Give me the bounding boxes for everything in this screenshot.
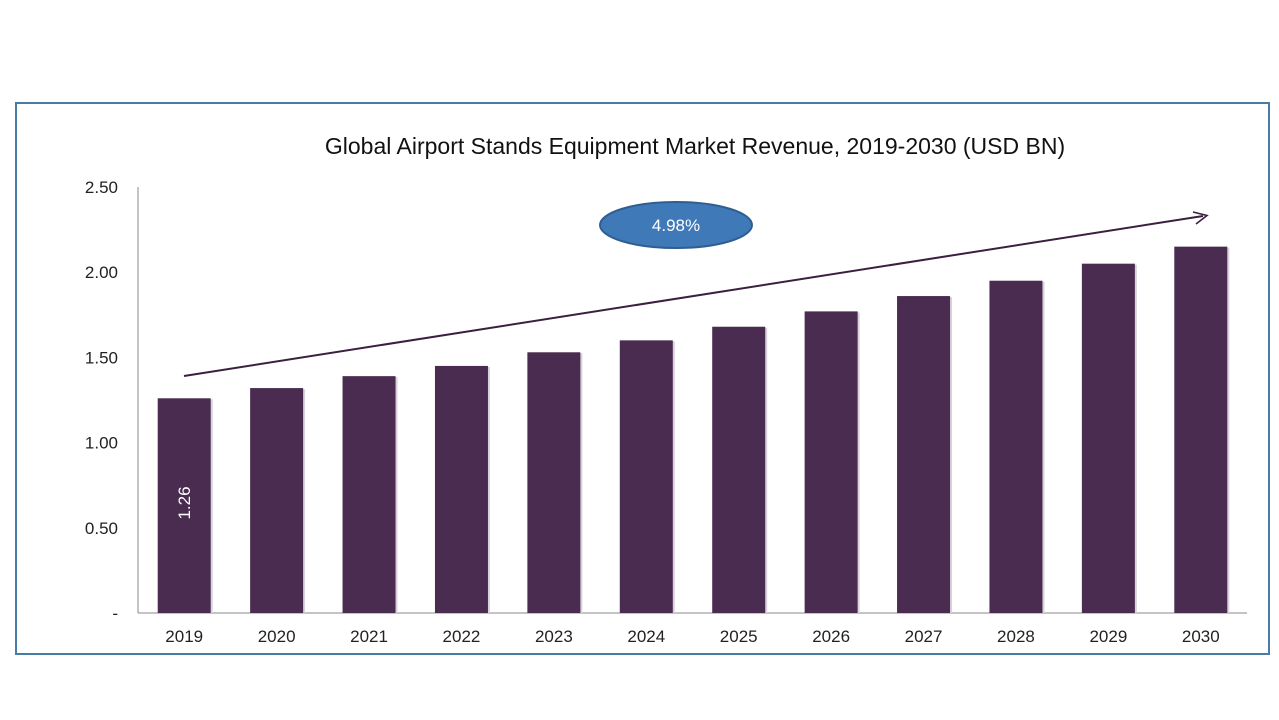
y-tick-label: 1.50 xyxy=(85,348,118,367)
y-tick-label: 0.50 xyxy=(85,519,118,538)
bar-2022 xyxy=(434,365,488,613)
x-tick-label: 2019 xyxy=(165,627,203,646)
growth-callout: 4.98% xyxy=(599,201,753,249)
y-tick-label: - xyxy=(112,604,118,623)
y-tick-label: 2.50 xyxy=(85,178,118,197)
bar-2019 xyxy=(157,398,211,613)
bar-2021 xyxy=(342,376,396,613)
bar-2025 xyxy=(712,326,766,613)
bar-2027 xyxy=(897,296,951,613)
x-tick-label: 2022 xyxy=(443,627,481,646)
y-tick-label: 2.00 xyxy=(85,263,118,282)
bar-2020 xyxy=(250,388,304,613)
bar-2023 xyxy=(527,352,581,613)
x-tick-label: 2024 xyxy=(627,627,665,646)
callout-label: 4.98% xyxy=(652,216,700,235)
x-axis: 2019 2020 2021 2022 2023 2024 2025 2026 2027 2028… xyxy=(138,612,1247,646)
bar-2024 xyxy=(619,340,673,613)
x-tick-label: 2026 xyxy=(812,627,850,646)
y-axis: - 0.50 1.00 1.50 2.00 2.50 xyxy=(85,178,139,623)
y-tick-label: 1.00 xyxy=(85,434,118,453)
x-tick-label: 2028 xyxy=(997,627,1035,646)
bar-2029 xyxy=(1081,263,1135,613)
data-label: 1.26 xyxy=(175,486,194,519)
x-tick-label: 2023 xyxy=(535,627,573,646)
x-tick-label: 2025 xyxy=(720,627,758,646)
x-tick-label: 2030 xyxy=(1182,627,1220,646)
bar-2026 xyxy=(804,311,858,613)
bar-2030 xyxy=(1174,246,1228,613)
bars xyxy=(157,246,1230,613)
x-tick-label: 2020 xyxy=(258,627,296,646)
trend-arrow xyxy=(183,211,1209,377)
callout-ellipse xyxy=(599,201,753,249)
x-tick-label: 2029 xyxy=(1089,627,1127,646)
trend-arrowhead xyxy=(1192,211,1209,225)
x-tick-label: 2021 xyxy=(350,627,388,646)
trend-line xyxy=(183,215,1204,377)
data-labels: 1.26 xyxy=(175,486,194,519)
x-tick-label: 2027 xyxy=(905,627,943,646)
bar-2028 xyxy=(989,280,1043,613)
chart-title: Global Airport Stands Equipment Market R… xyxy=(325,133,1065,159)
